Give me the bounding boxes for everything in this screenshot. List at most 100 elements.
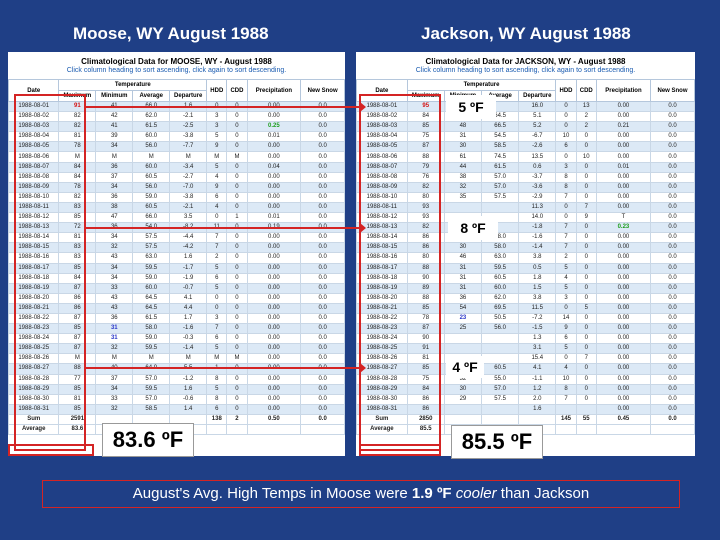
table-cell: 3 (206, 121, 228, 133)
table-cell: 0.00 (595, 191, 651, 203)
table-cell: 0.0 (300, 151, 345, 163)
table-cell: 0.00 (246, 373, 302, 385)
column-header[interactable]: CDD (575, 79, 597, 102)
column-header[interactable]: Date (356, 79, 408, 102)
average-cell (595, 423, 651, 436)
sum-cell: 0.0 (649, 413, 695, 426)
moose-average-callout: 83.6 ºF (102, 423, 194, 457)
table-cell: 0 (206, 292, 228, 304)
table-cell: 60.5 (481, 272, 520, 284)
table-cell: 0.0 (300, 312, 345, 325)
column-header[interactable]: Date (8, 79, 60, 102)
table-cell: -1.5 (518, 323, 557, 335)
table-cell: 1.2 (518, 383, 557, 395)
table-cell: 0.0 (649, 393, 695, 405)
jackson-panel: Climatological Data for JACKSON, WY - Au… (356, 52, 695, 456)
table-cell: 0.5 (518, 262, 557, 274)
table-cell: 3 (206, 111, 228, 123)
column-header[interactable]: Average (132, 90, 171, 102)
table-cell: 57.0 (481, 181, 520, 193)
column-header[interactable]: Maximum (58, 90, 97, 102)
table-cell: 42 (95, 111, 134, 123)
table-cell: 61.5 (481, 161, 520, 173)
table-cell: 0 (575, 272, 597, 284)
column-header[interactable]: Minimum (95, 90, 134, 102)
table-cell: 0.00 (595, 393, 651, 405)
table-cell: 0 (226, 181, 248, 193)
column-header[interactable]: Departure (169, 90, 208, 102)
table-cell: 0 (575, 333, 597, 345)
table-cell: -3.8 (169, 131, 208, 143)
table-cell: 0 (226, 171, 248, 183)
table-cell: 0.0 (649, 403, 695, 415)
table-cell: 0.00 (595, 292, 651, 304)
table-cell: 0 (226, 323, 248, 335)
table-cell: 0 (226, 312, 248, 325)
column-header[interactable]: Departure (518, 90, 557, 102)
table-cell: 0.00 (595, 151, 651, 163)
table-cell: 0.0 (649, 111, 695, 123)
table-cell: 36 (443, 292, 483, 304)
table-cell: M (95, 151, 134, 163)
table-cell: 0.00 (246, 312, 302, 325)
table-cell: 0 (575, 363, 597, 375)
column-header[interactable]: New Snow (300, 79, 345, 102)
table-cell: 60.0 (132, 282, 171, 294)
sum-cell (443, 413, 483, 426)
sum-cell: 0.0 (300, 413, 345, 426)
table-cell: 0 (575, 242, 597, 254)
table-cell: 0.00 (595, 333, 651, 345)
table-cell: 0.00 (595, 181, 651, 193)
table-cell: 7 (555, 191, 577, 203)
jackson-table-heading: Climatological Data for JACKSON, WY - Au… (425, 57, 626, 66)
arrow-day-1 (86, 102, 366, 112)
table-cell: 8 (555, 383, 577, 395)
column-header[interactable]: HDD (555, 79, 577, 102)
table-cell: 5 (206, 262, 228, 274)
table-cell: 66.0 (132, 212, 171, 224)
table-cell: 0 (575, 141, 597, 153)
table-cell: 0.0 (649, 312, 695, 325)
table-cell: 0 (226, 282, 248, 294)
table-row: 1988-08-18 84 34 59.0 -1.9 6 0 0.00 0.0 (8, 272, 345, 284)
column-header[interactable]: Precipitation (246, 79, 302, 102)
table-cell: 0.04 (246, 161, 302, 173)
table-row: 1988-08-15 83 32 57.5 -4.2 7 0 0.00 0.0 (8, 242, 345, 254)
table-cell: 59.5 (132, 383, 171, 395)
table-cell: 0.0 (300, 131, 345, 143)
table-cell: -3.8 (169, 191, 208, 203)
diff-label-2: 8 ºF (448, 216, 498, 240)
column-header[interactable]: HDD (206, 79, 228, 102)
table-cell: 2.0 (518, 393, 557, 405)
column-header[interactable]: Precipitation (595, 79, 651, 102)
table-cell (443, 403, 483, 415)
table-cell: 33 (95, 282, 134, 294)
table-cell: 0 (226, 242, 248, 254)
table-cell: -1.4 (169, 343, 208, 355)
table-cell: 5 (206, 343, 228, 355)
table-cell: 41 (95, 121, 134, 133)
table-cell: 0.0 (300, 141, 345, 153)
table-cell: 0.00 (595, 343, 651, 355)
table-cell: -2.5 (169, 121, 208, 133)
table-cell: 16.0 (518, 100, 557, 113)
table-cell: 0.0 (649, 363, 695, 375)
column-header[interactable]: CDD (226, 79, 248, 102)
table-cell: 0 (575, 373, 597, 385)
column-header[interactable]: New Snow (649, 79, 695, 102)
table-row: 1988-08-07 84 36 60.0 -3.4 5 0 0.04 0.0 (8, 161, 345, 173)
table-cell: 0.0 (300, 403, 345, 415)
table-cell: -3.6 (518, 181, 557, 193)
table-cell: 0.01 (595, 161, 651, 173)
table-cell: 0.00 (246, 272, 302, 284)
table-cell: 0.00 (595, 252, 651, 264)
table-cell (575, 403, 597, 415)
table-row: 1988-08-30 81 33 57.0 -0.6 8 0 0.00 0.0 (8, 393, 345, 405)
table-row: 1988-08-25 87 32 59.5 -1.4 5 0 0.00 0.0 (8, 343, 345, 355)
summary-value: 1.9 ºF (411, 485, 452, 502)
table-cell: 0 (575, 181, 597, 193)
table-cell: 5.1 (518, 111, 557, 123)
sum-cell: 2 (226, 413, 248, 426)
table-cell: 0.25 (246, 121, 302, 133)
